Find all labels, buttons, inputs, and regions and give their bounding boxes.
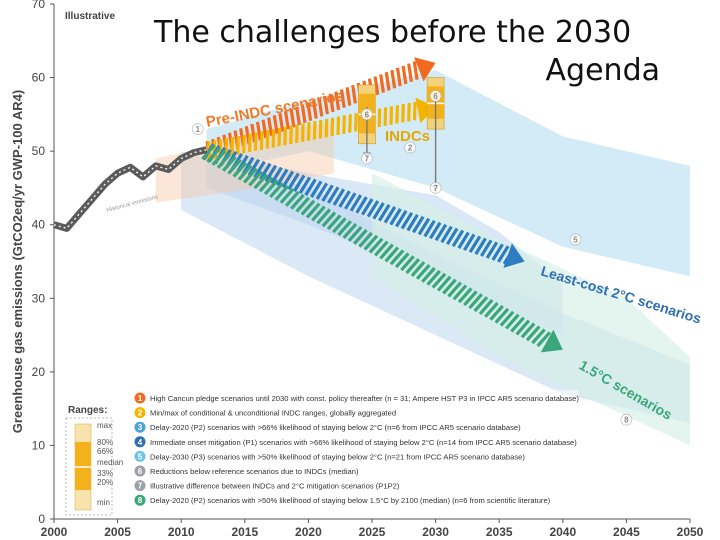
label-indcs: INDCs (385, 128, 430, 145)
legend-marker-num: 5 (138, 452, 143, 461)
y-axis-label: Greenhouse gas emissions (GtCO2eq/yr GWP… (10, 90, 25, 433)
legend-marker (134, 480, 146, 492)
y-tick-label: 0 (38, 512, 45, 526)
legend-marker (134, 421, 146, 433)
scenario-marker-num: 6 (433, 92, 438, 101)
legend-item-text: Min/max of conditional & unconditional I… (150, 409, 396, 418)
scenario-marker (361, 152, 373, 165)
legend-marker (134, 450, 146, 462)
legend-marker (134, 494, 146, 506)
legend-item-text: Delay-2020 (P2) scenarios with >66% like… (150, 423, 521, 432)
ranges-title: Ranges: (68, 405, 107, 416)
legend-item-text: High Cancun pledge scenarios until 2030 … (150, 394, 579, 403)
scenario-arrow (201, 144, 563, 353)
scenario-marker (620, 413, 633, 426)
scenario-arrow-head (415, 97, 436, 124)
legend-item-text: Immediate onset mitigation (P1) scenario… (150, 438, 577, 447)
x-tick-label: 2050 (677, 525, 704, 539)
ranges-label: median (97, 458, 123, 467)
y-tick-label: 20 (32, 365, 46, 379)
x-tick-label: 2010 (168, 525, 195, 539)
x-tick-label: 2015 (231, 525, 258, 539)
legend-marker-num: 4 (138, 438, 143, 447)
y-tick-label: 60 (32, 71, 46, 85)
scenario-marker-num: 7 (365, 155, 370, 164)
legend-marker (134, 436, 146, 448)
x-tick-label: 2030 (422, 525, 449, 539)
scenario-marker (404, 141, 417, 154)
scenario-arrow-head (503, 243, 525, 268)
scenario-marker (569, 233, 582, 246)
ranges-label: 66% (97, 447, 113, 456)
y-tick-label: 30 (32, 291, 46, 305)
scenario-marker (429, 90, 442, 102)
scenario-marker (429, 182, 442, 194)
legend-item-text: Reductions below reference scenarios due… (150, 467, 359, 476)
legend-marker-num: 7 (138, 482, 143, 491)
y-tick-label: 70 (32, 0, 46, 11)
legend-item-text: Delay-2020 (P2) scenarios with >50% like… (150, 496, 551, 505)
slide-title-line-1: The challenges before the 2030 (154, 15, 632, 50)
legend-backdrop (126, 390, 578, 514)
x-tick-label: 2040 (549, 525, 576, 539)
x-tick-label: 2000 (41, 525, 68, 539)
legend-marker-num: 3 (138, 423, 143, 432)
ranges-inner-bar (75, 442, 91, 490)
slide-title-line-2: Agenda (545, 53, 660, 88)
legend-marker-num: 2 (138, 409, 143, 418)
x-tick-label: 2005 (104, 525, 131, 539)
legend-marker-num: 8 (138, 496, 143, 505)
scenario-arrow-head (540, 329, 563, 353)
scenario-marker-num: 2 (408, 143, 413, 152)
scenario-arrow-head (414, 57, 436, 82)
scenario-arrow-stripes (201, 144, 552, 348)
ranges-label: 80% (97, 438, 113, 447)
legend-marker (134, 392, 146, 404)
y-tick-label: 40 (32, 218, 46, 232)
scenario-marker-num: 7 (433, 184, 438, 193)
scenario-marker (191, 123, 204, 135)
legend-item-text: Delay-2030 (P3) scenarios with >50% like… (150, 452, 525, 461)
legend-marker (134, 465, 146, 477)
scenario-marker-num: 6 (365, 110, 370, 119)
illustrative-label: Illustrative (65, 11, 115, 22)
legend-marker-num: 6 (138, 467, 143, 476)
scenario-marker-num: 5 (573, 235, 578, 244)
scenario-marker-num: 8 (624, 416, 629, 425)
scenario-range-band (372, 173, 690, 446)
scenario-marker (361, 108, 373, 121)
ranges-label: 33% (97, 469, 113, 478)
x-tick-label: 2020 (295, 525, 322, 539)
slide-title: The challenges before the 2030 Agenda (120, 14, 660, 90)
y-tick-label: 50 (32, 144, 46, 158)
ranges-label: 20% (97, 478, 113, 487)
legend-marker-num: 1 (138, 394, 143, 403)
ranges-label: min (97, 498, 110, 507)
x-tick-label: 2035 (486, 525, 513, 539)
y-tick-label: 10 (32, 438, 46, 452)
legend-marker (134, 407, 146, 419)
label-historical: Historical emissions (106, 194, 159, 214)
historical-line-dash (53, 149, 207, 230)
x-tick-label: 2045 (613, 525, 640, 539)
legend-item-text: Illustrative difference between INDCs an… (150, 482, 400, 491)
x-tick-label: 2025 (359, 525, 386, 539)
scenario-marker-num: 1 (196, 125, 201, 134)
ranges-label: max (97, 421, 112, 430)
